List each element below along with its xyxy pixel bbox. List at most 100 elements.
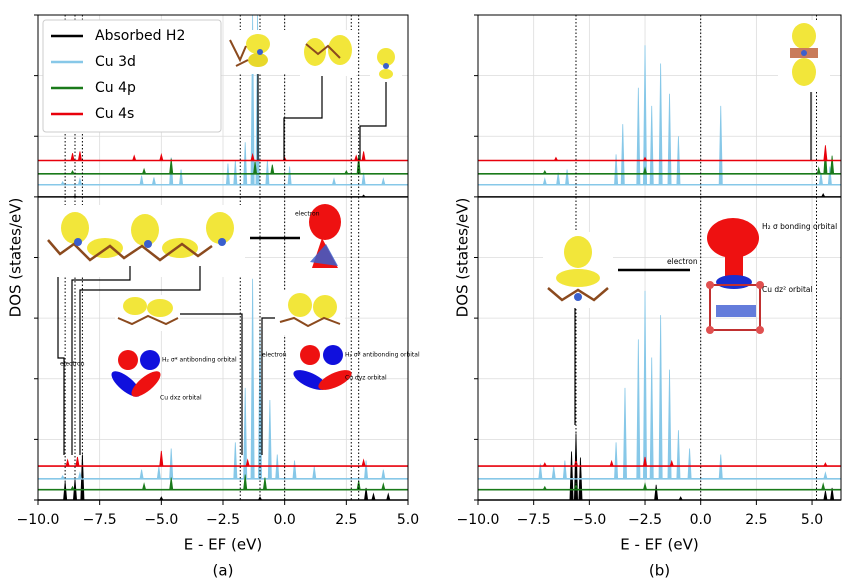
- annotation: H₂ σ bonding orbital: [762, 222, 837, 231]
- dos-peak: [565, 169, 570, 186]
- dos-peak: [250, 14, 255, 186]
- dos-peak: [312, 466, 317, 480]
- molecule-image: [226, 30, 288, 74]
- dos-peak: [381, 482, 386, 491]
- dos-peak: [827, 166, 832, 186]
- dos-peak: [820, 192, 826, 198]
- dos-peak: [179, 169, 184, 186]
- dos-peak: [364, 460, 369, 480]
- annotation: electron: [262, 352, 287, 359]
- molecule-image: [275, 290, 345, 335]
- dos-peak: [642, 156, 648, 161]
- illustrations: [40, 20, 830, 455]
- dos-peak: [649, 357, 654, 480]
- dos-peak: [818, 172, 824, 186]
- dos-peak: [609, 459, 614, 467]
- dos-peak: [253, 161, 258, 175]
- dos-peak: [132, 154, 137, 161]
- dos-peak: [267, 399, 272, 480]
- x-tick-label: −2.5: [628, 512, 662, 528]
- dos-peak: [542, 169, 548, 175]
- annotation: Cu dyz orbital: [345, 375, 387, 382]
- dos-peak: [620, 124, 625, 186]
- dos-peak: [667, 93, 672, 186]
- dos-peak: [643, 290, 648, 480]
- dos-peak: [250, 152, 255, 161]
- connector-lines: [574, 92, 812, 425]
- dos-peak: [156, 466, 161, 480]
- dos-peak: [245, 458, 250, 467]
- dos-peak: [830, 155, 835, 175]
- annotation: H₂ σ* antibonding orbital: [345, 352, 420, 359]
- x-tick-label: 0.0: [274, 512, 296, 528]
- dos-peak: [658, 63, 663, 186]
- legend-label: Absorbed H2: [95, 28, 185, 44]
- dos-peak: [141, 482, 147, 491]
- dos-peak: [60, 474, 65, 480]
- x-tick-label: −5.0: [572, 512, 606, 528]
- legend-label: Cu 3d: [95, 54, 136, 70]
- y-axis-label: DOS (states/eV): [7, 198, 25, 318]
- dos-peak: [60, 180, 65, 186]
- dos-peak: [823, 145, 828, 161]
- dos-peak: [361, 194, 367, 198]
- dos-peak: [77, 471, 83, 480]
- dos-peak: [823, 462, 828, 467]
- x-tick-label: −2.5: [206, 512, 240, 528]
- annotation: electron: [295, 211, 320, 218]
- dos-peak: [542, 462, 548, 467]
- dos-peak: [265, 160, 270, 186]
- dos-peak: [139, 469, 144, 480]
- dos-peak: [642, 482, 648, 491]
- molecule-image: [778, 20, 830, 92]
- dos-peak: [262, 477, 267, 491]
- x-tick-label: 2.5: [335, 512, 357, 528]
- dos-peak: [614, 154, 619, 186]
- dos-peak: [70, 153, 75, 161]
- dos-peak: [159, 152, 164, 161]
- dos-peak: [331, 177, 337, 186]
- plot-frame: [477, 14, 842, 501]
- dos-peak: [77, 177, 83, 186]
- dos-peak: [72, 195, 78, 198]
- orbital-sketch: [309, 204, 341, 268]
- dos-peak: [642, 166, 648, 175]
- panel-caption: (b): [649, 562, 670, 580]
- dos-peak: [816, 166, 821, 175]
- panel-caption: (a): [213, 562, 234, 580]
- x-tick-label: −7.5: [83, 512, 117, 528]
- dos-peak: [556, 172, 561, 186]
- y-axis-label: DOS (states/eV): [454, 198, 472, 318]
- orbital-sketch: [706, 218, 764, 334]
- dos-peak: [233, 160, 238, 186]
- dos-peak: [551, 466, 556, 480]
- legend-box: [42, 19, 222, 133]
- dos-peak: [658, 315, 663, 480]
- dos-peak: [667, 369, 672, 480]
- dos-peak: [169, 158, 174, 175]
- dos-peak: [141, 167, 147, 175]
- molecule-image: [300, 30, 356, 76]
- dos-peak: [77, 151, 83, 161]
- annotation: electron: [60, 361, 85, 368]
- x-tick-label: −10.0: [17, 512, 60, 528]
- dos-peak: [636, 339, 641, 480]
- dos-peak: [642, 456, 648, 467]
- dos-peak: [243, 474, 248, 491]
- plot-frame: [37, 14, 409, 501]
- dos-peak: [233, 442, 238, 480]
- dos-peak: [361, 151, 366, 161]
- dos-peak: [553, 156, 559, 161]
- molecule-image: [40, 205, 245, 277]
- x-tick-label: 5.0: [801, 512, 823, 528]
- dos-peak: [270, 164, 275, 175]
- dos-peak: [687, 448, 692, 480]
- dos-peak: [70, 485, 75, 491]
- dos-peak: [542, 485, 548, 491]
- dos-peak: [622, 387, 627, 480]
- molecule-image: [543, 232, 613, 308]
- legend-label: Cu 4p: [95, 80, 136, 96]
- dos-peak: [361, 458, 366, 467]
- annotation: Cu dz² orbital: [762, 285, 813, 294]
